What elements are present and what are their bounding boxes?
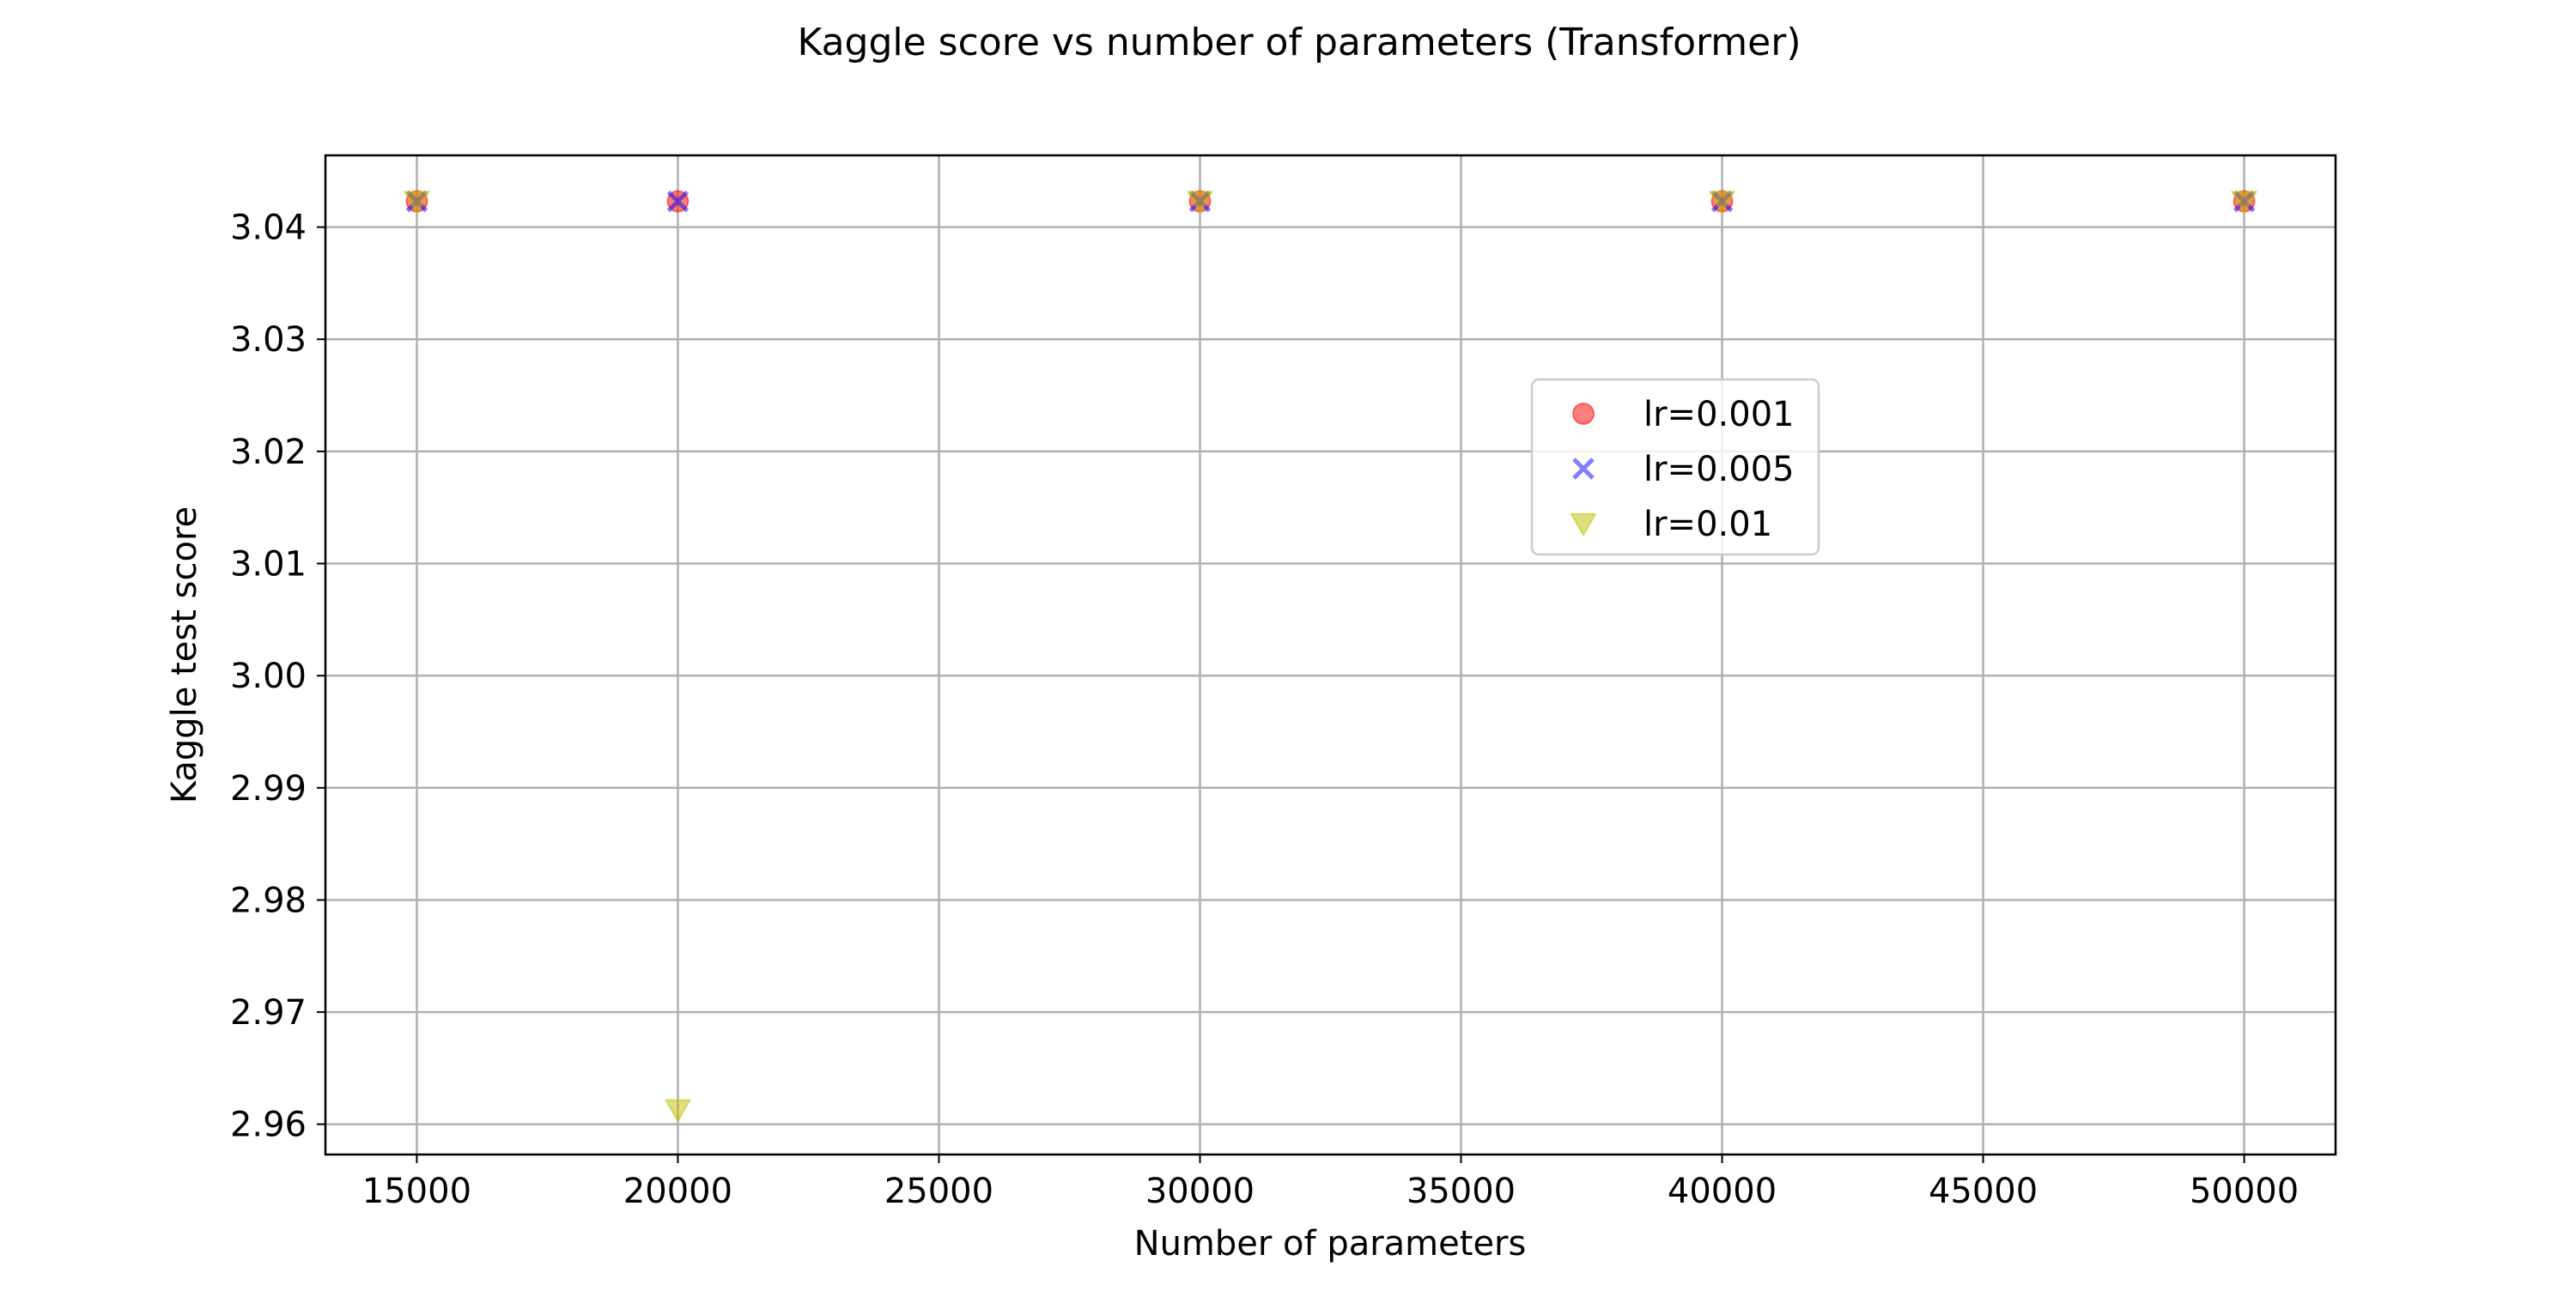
legend-item: lr=0.01 <box>1570 505 1772 544</box>
y-tick-label: 3.00 <box>230 657 307 696</box>
y-tick-label: 3.02 <box>230 433 307 472</box>
legend-item: lr=0.005 <box>1572 450 1795 489</box>
y-tick-label: 2.97 <box>230 993 307 1033</box>
data-point <box>664 1099 692 1124</box>
x-tick-label: 45000 <box>1929 1172 2038 1211</box>
legend-marker <box>1570 512 1597 537</box>
data-point <box>2230 191 2258 215</box>
legend-item: lr=0.001 <box>1572 395 1795 434</box>
x-tick-label: 15000 <box>362 1172 471 1211</box>
x-tick-label: 25000 <box>884 1172 993 1211</box>
grid <box>325 155 2336 1155</box>
legend-marker <box>1572 403 1595 425</box>
data-point <box>1708 191 1736 215</box>
x-tick-label: 50000 <box>2190 1172 2299 1211</box>
x-tick-label: 35000 <box>1406 1172 1516 1211</box>
y-tick-label: 2.98 <box>230 881 307 920</box>
legend-label: lr=0.001 <box>1643 395 1795 434</box>
y-tick-label: 2.96 <box>230 1106 307 1145</box>
legend-marker <box>1572 458 1595 480</box>
y-tick-label: 3.03 <box>230 320 307 360</box>
legend-label: lr=0.005 <box>1643 450 1795 489</box>
plot-frame <box>324 154 2337 1156</box>
y-tick-label: 3.01 <box>230 545 307 585</box>
y-tick-label: 2.99 <box>230 769 307 809</box>
series-2 <box>403 191 2258 1124</box>
y-tick-label: 3.04 <box>230 209 307 248</box>
legend: lr=0.001 lr=0.005 lr=0.01 <box>1530 378 1820 556</box>
chart-title: Kaggle score vs number of parameters (Tr… <box>797 21 1801 64</box>
legend-label: lr=0.01 <box>1643 505 1772 544</box>
data-point <box>666 190 690 213</box>
data-marks <box>403 190 2258 1124</box>
legend-box <box>1530 378 1820 556</box>
y-axis-label: Kaggle test score <box>165 506 204 803</box>
x-axis-label: Number of parameters <box>1134 1224 1527 1264</box>
axis-ticks: 15000 20000 25000 30000 35000 40000 45000 50000… <box>230 209 2299 1211</box>
x-tick-label: 40000 <box>1668 1172 1777 1211</box>
x-tick-label: 20000 <box>623 1172 732 1211</box>
data-point <box>1186 191 1214 215</box>
data-point <box>403 191 431 215</box>
x-tick-label: 30000 <box>1145 1172 1255 1211</box>
